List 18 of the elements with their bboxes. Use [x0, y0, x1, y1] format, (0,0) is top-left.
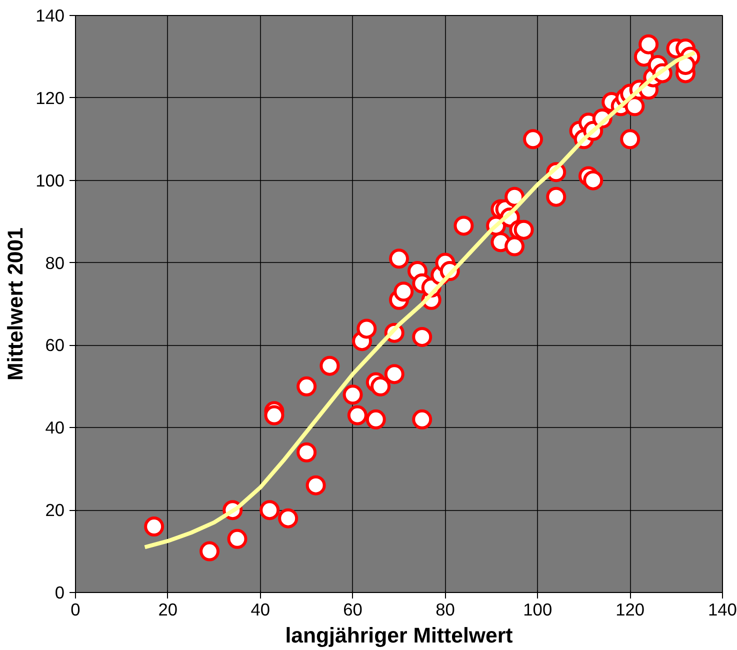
y-tick-label: 80	[45, 252, 65, 273]
x-axis-title: langjähriger Mittelwert	[285, 624, 513, 648]
y-tick-label: 100	[36, 170, 65, 190]
x-tick-label: 20	[158, 600, 178, 620]
x-tick-label: 140	[708, 600, 737, 620]
x-tick-label: 40	[250, 600, 270, 620]
x-tick-label: 100	[523, 600, 552, 620]
y-axis-title: Mittelwert 2001	[4, 227, 28, 380]
x-tick-label: 120	[616, 600, 645, 620]
y-tick-label: 20	[45, 500, 65, 520]
y-tick-label: 60	[45, 335, 65, 356]
x-tick-label: 0	[70, 600, 80, 620]
y-tick-label: 40	[45, 418, 65, 438]
x-tick-label: 60	[343, 600, 362, 620]
y-tick-label: 120	[36, 88, 65, 108]
x-tick-label: 80	[436, 600, 455, 620]
y-tick-label: 0	[54, 582, 65, 602]
y-tick-label: 140	[36, 6, 65, 26]
